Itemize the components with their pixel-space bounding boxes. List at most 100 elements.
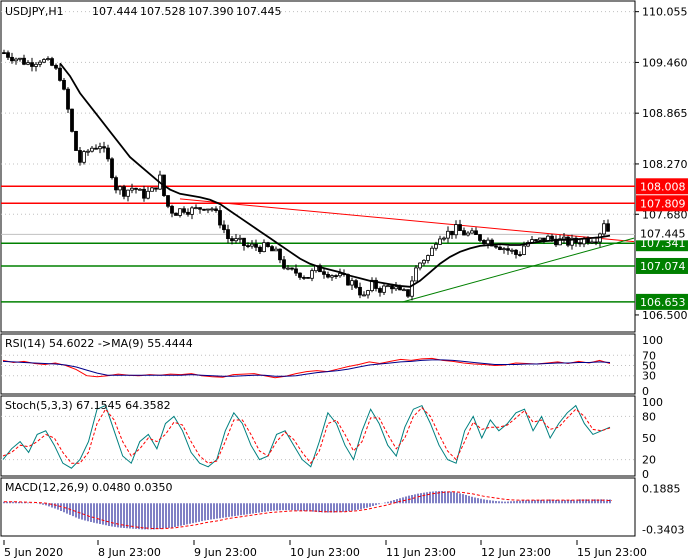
stoch-header: Stoch(5,3,3) 67.1545 64.3582 <box>5 399 171 412</box>
candle-up <box>82 151 86 163</box>
current-price-label: 107.445 <box>640 227 686 240</box>
x-tick-label: 15 Jun 23:00 <box>577 546 647 559</box>
candle-up <box>210 208 214 211</box>
candle-up <box>394 286 398 290</box>
x-tick-label: 9 Jun 23:00 <box>194 546 257 559</box>
candle-up <box>138 188 142 191</box>
candle-down <box>114 177 118 191</box>
candle-up <box>414 267 418 282</box>
macd-tick-label: 0.1885 <box>642 483 681 496</box>
candle-down <box>222 224 226 231</box>
candle-down <box>30 62 34 67</box>
candle-down <box>554 238 558 246</box>
macd-tick-label: -0.3403 <box>642 523 684 536</box>
candle-down <box>550 235 554 240</box>
support-label: 107.074 <box>640 260 686 273</box>
rsi-series-line <box>2 359 611 377</box>
candle-down <box>22 57 26 65</box>
descending-trendline <box>179 198 635 243</box>
rsi-header: RSI(14) 54.6022 ->MA(9) 55.4444 <box>5 337 193 350</box>
candle-down <box>406 289 410 297</box>
candle-down <box>278 248 282 261</box>
main-panel <box>0 0 636 333</box>
candle-up <box>42 59 46 63</box>
candle-up <box>194 207 198 210</box>
ohlc-open: 107.444 <box>92 5 138 18</box>
candle-down <box>294 268 298 274</box>
candle-down <box>474 230 478 235</box>
rsi-tick-label: 100 <box>642 334 663 347</box>
candle-up <box>486 239 490 245</box>
candle-down <box>186 211 190 215</box>
rsi-tick-label: 30 <box>642 370 656 383</box>
candle-down <box>134 187 138 190</box>
x-tick-label: 11 Jun 23:00 <box>386 546 456 559</box>
candle-up <box>538 237 542 241</box>
candle-down <box>482 240 486 245</box>
candle-down <box>74 130 78 151</box>
candle-up <box>434 243 438 249</box>
candle-up <box>98 146 102 150</box>
candle-up <box>522 245 526 255</box>
candle-up <box>382 285 386 293</box>
candle-down <box>594 241 598 244</box>
candle-up <box>86 150 90 153</box>
candle-down <box>298 272 302 278</box>
resistance-label: 107.809 <box>640 197 686 210</box>
candle-up <box>18 57 22 60</box>
candle-down <box>62 79 66 90</box>
candle-up <box>206 208 210 211</box>
candle-down <box>498 246 502 250</box>
candle-up <box>234 238 238 242</box>
candle-up <box>570 237 574 246</box>
candle-up <box>338 273 342 277</box>
candle-down <box>450 230 454 236</box>
candle-down <box>102 146 106 149</box>
candle-down <box>322 271 326 275</box>
y-tick-label: 108.270 <box>642 158 688 171</box>
candle-up <box>310 270 314 279</box>
candle-up <box>262 242 266 253</box>
resistance-label: 108.008 <box>640 180 686 193</box>
rsi-tick-label: 0 <box>642 385 649 398</box>
candle-up <box>150 187 154 192</box>
candle-down <box>358 286 362 296</box>
candle-down <box>462 230 466 236</box>
candle-down <box>174 212 178 216</box>
candle-up <box>590 241 594 244</box>
candle-up <box>118 186 122 191</box>
support-label-bg <box>636 293 688 310</box>
candle-up <box>130 187 134 191</box>
candle-up <box>34 63 38 67</box>
candle-up <box>562 236 566 240</box>
moving-average-line <box>59 62 611 288</box>
candle-down <box>514 249 518 255</box>
candle-down <box>242 237 246 246</box>
candle-up <box>454 224 458 236</box>
candle-up <box>466 232 470 236</box>
candle-up <box>426 255 430 261</box>
candle-down <box>266 242 270 247</box>
candle-down <box>534 239 538 241</box>
candle-down <box>182 208 186 213</box>
stoch-tick-label: 100 <box>642 396 663 409</box>
x-tick-label: 8 Jun 23:00 <box>98 546 161 559</box>
candle-down <box>606 223 610 232</box>
candle-up <box>126 189 130 197</box>
candle-up <box>418 262 422 269</box>
y-tick-label: 110.055 <box>642 6 688 19</box>
candle-down <box>70 108 74 132</box>
ohlc-close: 107.445 <box>236 5 282 18</box>
candle-up <box>330 275 334 278</box>
candle-down <box>494 245 498 248</box>
y-tick-label: 107.680 <box>642 208 688 221</box>
candle-down <box>574 237 578 244</box>
candle-up <box>430 247 434 256</box>
candle-up <box>470 230 474 234</box>
candle-down <box>214 208 218 211</box>
candle-down <box>334 275 338 277</box>
candle-up <box>386 285 390 288</box>
candle-up <box>442 237 446 240</box>
candle-down <box>478 234 482 241</box>
